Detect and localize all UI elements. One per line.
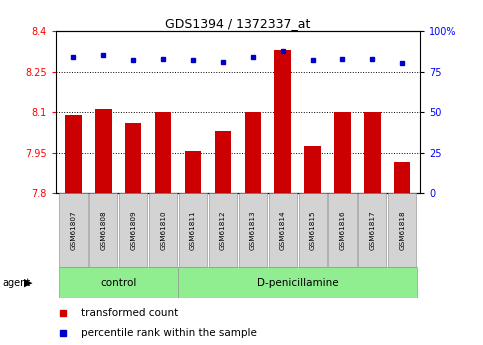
FancyBboxPatch shape	[178, 267, 417, 298]
Bar	[244, 112, 261, 193]
Text: agent: agent	[2, 278, 30, 288]
FancyBboxPatch shape	[89, 193, 117, 267]
Text: GSM61817: GSM61817	[369, 210, 375, 250]
FancyBboxPatch shape	[269, 193, 297, 267]
Bar	[334, 112, 351, 193]
FancyBboxPatch shape	[119, 193, 147, 267]
Text: GSM61812: GSM61812	[220, 210, 226, 250]
FancyBboxPatch shape	[58, 267, 178, 298]
Title: GDS1394 / 1372337_at: GDS1394 / 1372337_at	[165, 17, 311, 30]
Text: GSM61807: GSM61807	[71, 210, 76, 250]
Text: GSM61813: GSM61813	[250, 210, 256, 250]
Bar	[95, 109, 112, 193]
Text: GSM61809: GSM61809	[130, 210, 136, 250]
Bar	[394, 162, 411, 193]
FancyBboxPatch shape	[298, 193, 327, 267]
Bar	[155, 112, 171, 193]
Bar	[304, 146, 321, 193]
Bar	[364, 112, 381, 193]
Bar	[65, 115, 82, 193]
FancyBboxPatch shape	[239, 193, 267, 267]
FancyBboxPatch shape	[209, 193, 237, 267]
Text: GSM61816: GSM61816	[340, 210, 345, 250]
Text: GSM61810: GSM61810	[160, 210, 166, 250]
FancyBboxPatch shape	[358, 193, 386, 267]
Text: GSM61815: GSM61815	[310, 210, 315, 250]
Bar	[185, 151, 201, 193]
FancyBboxPatch shape	[328, 193, 356, 267]
Text: GSM61808: GSM61808	[100, 210, 106, 250]
FancyBboxPatch shape	[179, 193, 207, 267]
Text: transformed count: transformed count	[81, 308, 178, 318]
Text: ▶: ▶	[24, 278, 32, 288]
Bar	[125, 123, 142, 193]
Bar	[274, 50, 291, 193]
Text: GSM61818: GSM61818	[399, 210, 405, 250]
Text: control: control	[100, 278, 137, 288]
Text: GSM61814: GSM61814	[280, 210, 286, 250]
FancyBboxPatch shape	[149, 193, 177, 267]
Text: D-penicillamine: D-penicillamine	[257, 278, 339, 288]
FancyBboxPatch shape	[59, 193, 87, 267]
FancyBboxPatch shape	[388, 193, 416, 267]
Text: percentile rank within the sample: percentile rank within the sample	[81, 328, 257, 338]
Text: GSM61811: GSM61811	[190, 210, 196, 250]
Bar	[215, 131, 231, 193]
